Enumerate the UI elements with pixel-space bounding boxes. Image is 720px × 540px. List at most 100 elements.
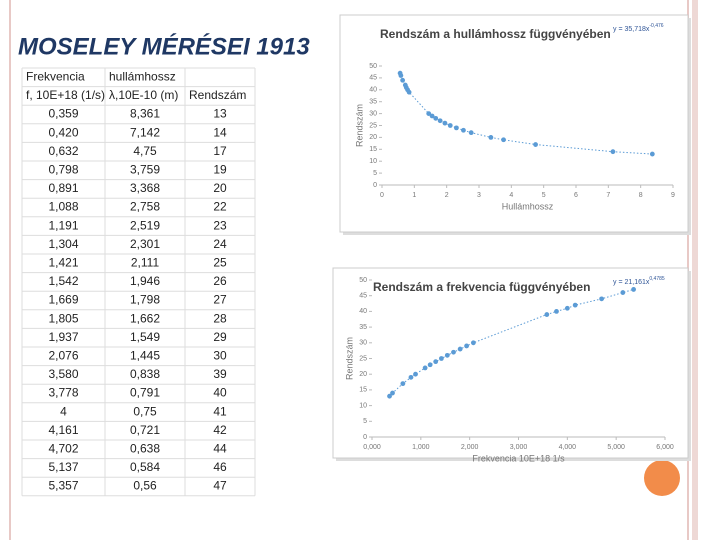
data-point <box>400 77 406 83</box>
data-point <box>433 115 439 121</box>
table-cell: 8,361 <box>130 107 160 121</box>
data-point <box>400 381 406 387</box>
y-axis-label: Rendszám <box>344 337 354 380</box>
table-cell: 0,638 <box>130 441 160 455</box>
data-point <box>426 111 432 116</box>
x-tick-label: 0 <box>380 192 384 199</box>
table: Frekvencia hullámhossz f, 10E+18 (1/s) λ,10… <box>21 67 256 497</box>
data-point <box>533 142 538 147</box>
table-cell: 13 <box>213 107 227 121</box>
table-cell: 26 <box>213 274 227 288</box>
table-cell: 19 <box>213 162 227 176</box>
table-cell: 1,549 <box>130 330 160 344</box>
table-cell: 0,721 <box>130 423 160 437</box>
data-point <box>544 312 550 317</box>
equation-text: y = 35,718x <box>613 26 650 33</box>
table-cell: 42 <box>213 423 227 437</box>
table-cell: 4,75 <box>133 144 157 158</box>
data-point <box>468 130 474 136</box>
x-tick-label: 5,000 <box>607 444 625 451</box>
x-axis-label: Hullámhossz <box>502 201 554 211</box>
data-point <box>470 340 476 346</box>
y-tick-label: 40 <box>369 87 377 94</box>
data-point <box>444 352 450 358</box>
decor-circle <box>644 460 680 496</box>
x-tick-label: 1,000 <box>412 444 430 451</box>
table-cell: 0,359 <box>48 107 78 121</box>
y-tick-label: 25 <box>369 122 377 129</box>
table-cell: 1,542 <box>48 274 78 288</box>
table-cell: 22 <box>213 200 227 214</box>
table-cell: 1,088 <box>48 200 78 214</box>
data-point <box>610 149 616 155</box>
table-cell: 0,791 <box>130 386 160 400</box>
y-tick-label: 25 <box>359 355 367 362</box>
table-cell: 0,632 <box>48 144 78 158</box>
table-cell: 41 <box>213 404 227 418</box>
x-tick-label: 3,000 <box>510 444 528 451</box>
data-point <box>387 393 392 399</box>
table-cell: 1,946 <box>130 274 160 288</box>
table-cell: 3,368 <box>130 181 160 195</box>
data-point <box>620 290 626 295</box>
table-cell: 17 <box>213 144 227 158</box>
data-point <box>451 349 456 355</box>
table-header: f, 10E+18 (1/s) <box>26 88 105 102</box>
chart-area <box>332 267 689 459</box>
data-point <box>457 346 463 352</box>
x-tick-label: 6 <box>574 192 578 199</box>
data-point <box>437 118 443 124</box>
equation: y = 35,718x-0,476 <box>613 23 664 33</box>
data-point <box>461 127 466 133</box>
data-point <box>408 374 414 380</box>
equation-exponent: -0,476 <box>649 23 663 29</box>
y-tick-label: 30 <box>369 110 377 117</box>
x-tick-label: 7 <box>606 192 610 199</box>
data-point <box>397 70 403 76</box>
data-point <box>442 120 448 126</box>
y-tick-label: 15 <box>359 387 367 394</box>
data-point <box>572 302 578 308</box>
y-tick-label: 30 <box>359 340 367 347</box>
table-cell: 24 <box>213 237 227 251</box>
table-cell: 4 <box>60 404 67 418</box>
table-cell: 4,161 <box>48 423 78 437</box>
table-header: λ,10E-10 (m) <box>109 88 178 102</box>
table-cell: 1,304 <box>48 237 78 251</box>
table-cell: 28 <box>213 311 227 325</box>
table-cell: 1,798 <box>130 293 160 307</box>
table-cell: 0,420 <box>48 125 78 139</box>
data-point <box>429 113 435 119</box>
data-point <box>433 359 439 365</box>
table-cell: 1,669 <box>48 293 78 307</box>
chart-title: Rendszám a frekvencia függvényében <box>373 280 590 294</box>
table-cell: 20 <box>213 181 227 195</box>
table-cell: 2,758 <box>130 200 160 214</box>
x-tick-label: 6,000 <box>656 444 674 451</box>
data-point <box>501 137 506 143</box>
y-tick-label: 45 <box>369 75 377 82</box>
table-cell: 0,584 <box>130 460 160 474</box>
charts: Rendszám a hullámhossz függvényében y = 3… <box>332 14 691 463</box>
table-cell: 2,301 <box>130 237 160 251</box>
table-cell: 5,357 <box>48 479 78 493</box>
data-point <box>599 296 605 302</box>
table-cell: 0,75 <box>133 404 157 418</box>
table-cell: 30 <box>213 348 227 362</box>
table-header: Frekvencia <box>26 69 85 83</box>
y-tick-label: 5 <box>373 170 377 177</box>
table-cell: 1,421 <box>48 255 78 269</box>
y-tick-label: 20 <box>369 134 377 141</box>
table-cell: 1,937 <box>48 330 78 344</box>
table-cell: 1,805 <box>48 311 78 325</box>
table-cell: 2,111 <box>131 255 160 269</box>
table-cell: 3,778 <box>48 386 78 400</box>
chart-title: Rendszám a hullámhossz függvényében <box>380 27 611 41</box>
data-point <box>422 365 428 371</box>
table-cell: 47 <box>213 479 227 493</box>
chart: Rendszám a hullámhossz függvényében y = 3… <box>339 14 691 235</box>
table-cell: 7,142 <box>130 125 160 139</box>
x-tick-label: 4,000 <box>559 444 577 451</box>
table-cell: 44 <box>213 441 227 455</box>
